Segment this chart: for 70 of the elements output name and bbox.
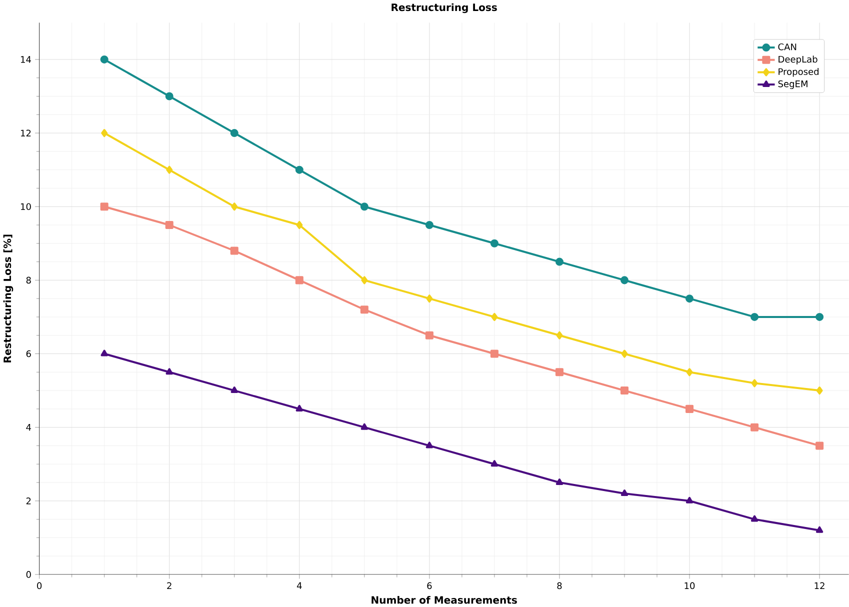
point — [166, 368, 173, 375]
point — [360, 423, 368, 430]
point — [490, 239, 498, 248]
point — [100, 55, 108, 64]
point — [621, 350, 628, 358]
point — [620, 386, 629, 395]
point — [230, 246, 238, 255]
point — [816, 312, 824, 321]
point — [620, 489, 628, 496]
point — [295, 166, 304, 174]
point — [100, 202, 108, 211]
point — [426, 442, 434, 448]
point — [361, 276, 368, 284]
point — [426, 294, 433, 303]
point — [425, 220, 434, 229]
point — [166, 166, 173, 174]
point — [230, 386, 238, 394]
x-tick-label: 12 — [814, 582, 824, 589]
x-tick-label: 2 — [167, 582, 172, 589]
point — [750, 515, 758, 522]
point — [555, 258, 564, 266]
point — [490, 350, 498, 358]
point — [555, 368, 564, 376]
point — [230, 128, 238, 138]
y-tick-label: 12 — [21, 130, 31, 136]
point — [686, 368, 693, 376]
x-tick-label: 8 — [557, 582, 562, 590]
x-tick-label: 10 — [684, 582, 695, 590]
point — [101, 128, 108, 138]
legend-label: DeepLab — [778, 56, 818, 64]
y-tick-label: 14 — [21, 56, 31, 63]
point — [231, 202, 238, 211]
point — [360, 202, 368, 211]
legend-label: Proposed — [778, 68, 818, 77]
y-tick-label: 8 — [26, 276, 31, 284]
y-tick-label: 0 — [26, 571, 31, 578]
x-axis-title: Number of Measurements — [372, 596, 517, 604]
legend-label: CAN — [778, 43, 796, 50]
point — [490, 460, 498, 467]
point — [165, 92, 174, 100]
point — [685, 294, 694, 303]
point — [491, 312, 498, 321]
y-tick-label: 6 — [26, 350, 31, 358]
point — [816, 442, 824, 450]
point — [686, 496, 694, 504]
x-tick-label: 0 — [37, 582, 42, 590]
point — [556, 478, 564, 485]
point — [165, 220, 174, 229]
x-tick-label: 4 — [296, 582, 302, 589]
x-tick-label: 6 — [427, 582, 432, 590]
point — [360, 306, 368, 314]
legend-label: SegEM — [778, 80, 808, 89]
point — [556, 331, 563, 340]
point — [750, 423, 759, 432]
point — [685, 404, 694, 413]
chart-title: Restructuring Loss — [392, 3, 497, 14]
point — [425, 331, 434, 340]
point — [816, 386, 823, 395]
point — [296, 404, 304, 412]
point — [620, 276, 629, 284]
y-tick-label: 10 — [21, 203, 31, 210]
point — [751, 379, 758, 388]
point — [816, 526, 824, 533]
y-axis-title: Restructuring Loss [%] — [3, 234, 14, 362]
point — [100, 350, 108, 356]
y-tick-label: 4 — [26, 424, 31, 431]
y-tick-label: 2 — [26, 498, 31, 504]
point — [296, 220, 303, 229]
point — [295, 276, 304, 284]
point — [750, 312, 759, 321]
